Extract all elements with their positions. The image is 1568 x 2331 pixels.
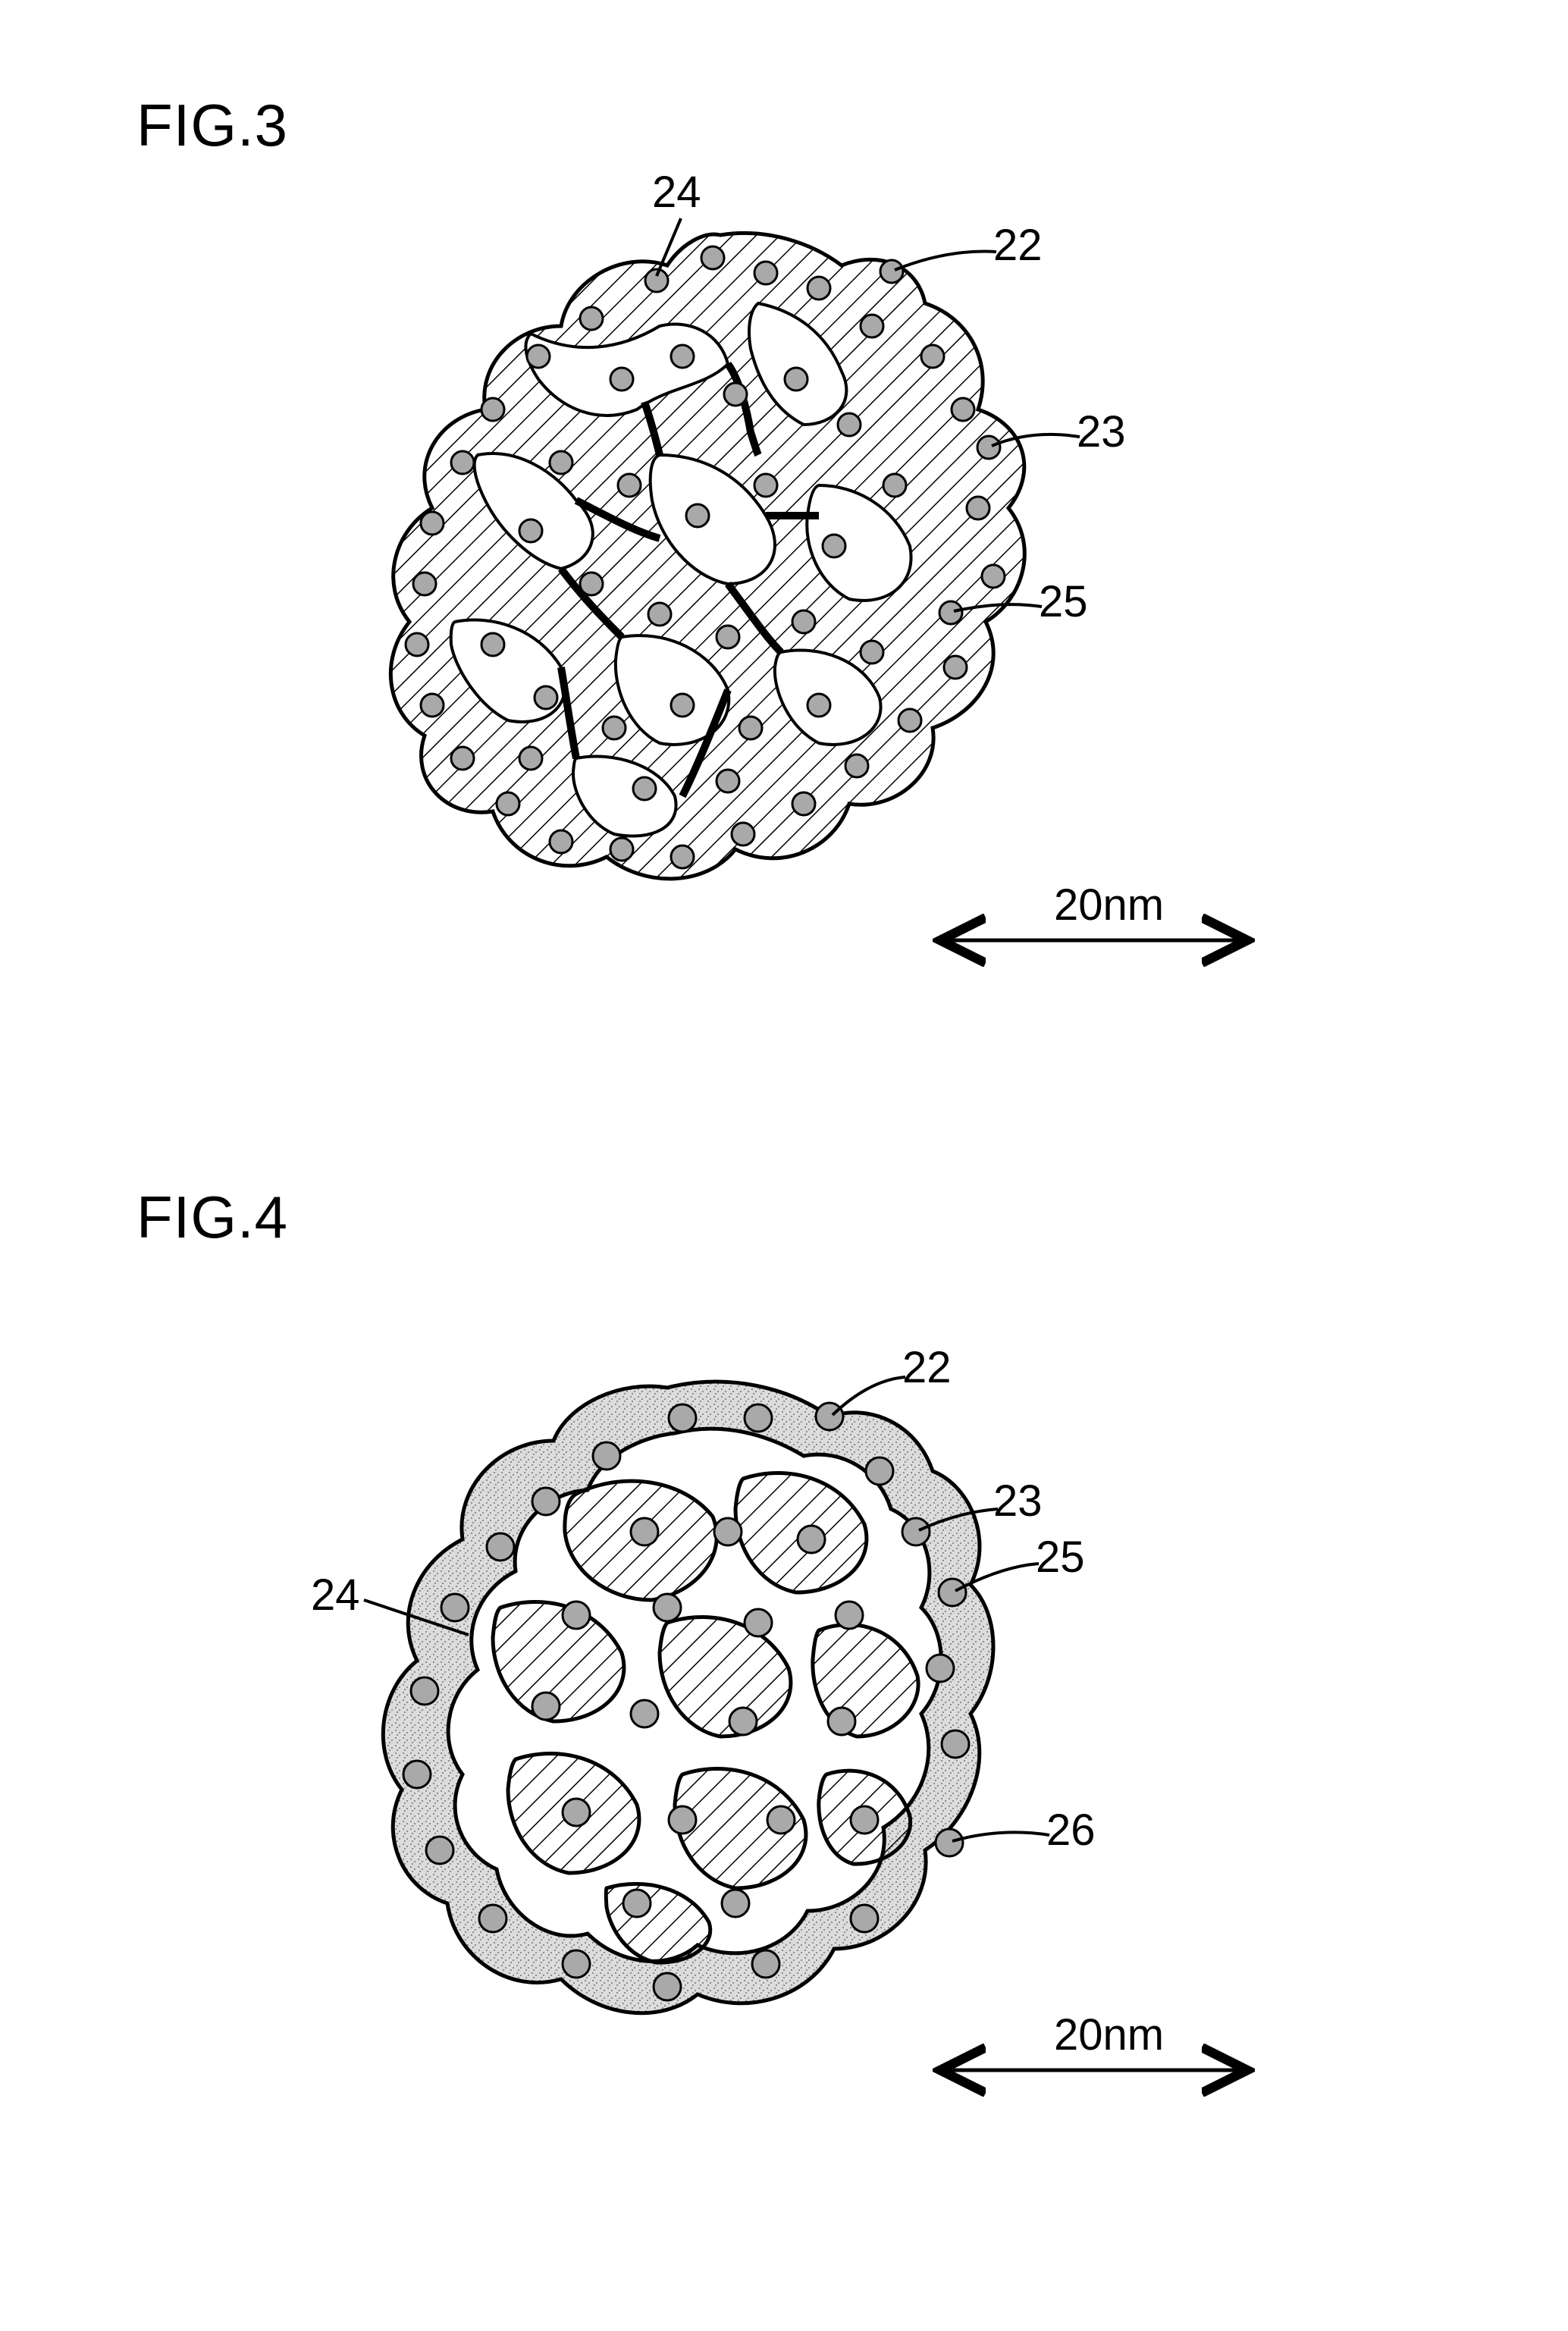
figures-svg	[0, 0, 1568, 2331]
figure-3-particle	[390, 233, 1024, 878]
figure-4-particle	[383, 1382, 993, 2013]
page: FIG.3 FIG.4 24 22 23 25 20nm 22 23 25 24…	[0, 0, 1568, 2331]
